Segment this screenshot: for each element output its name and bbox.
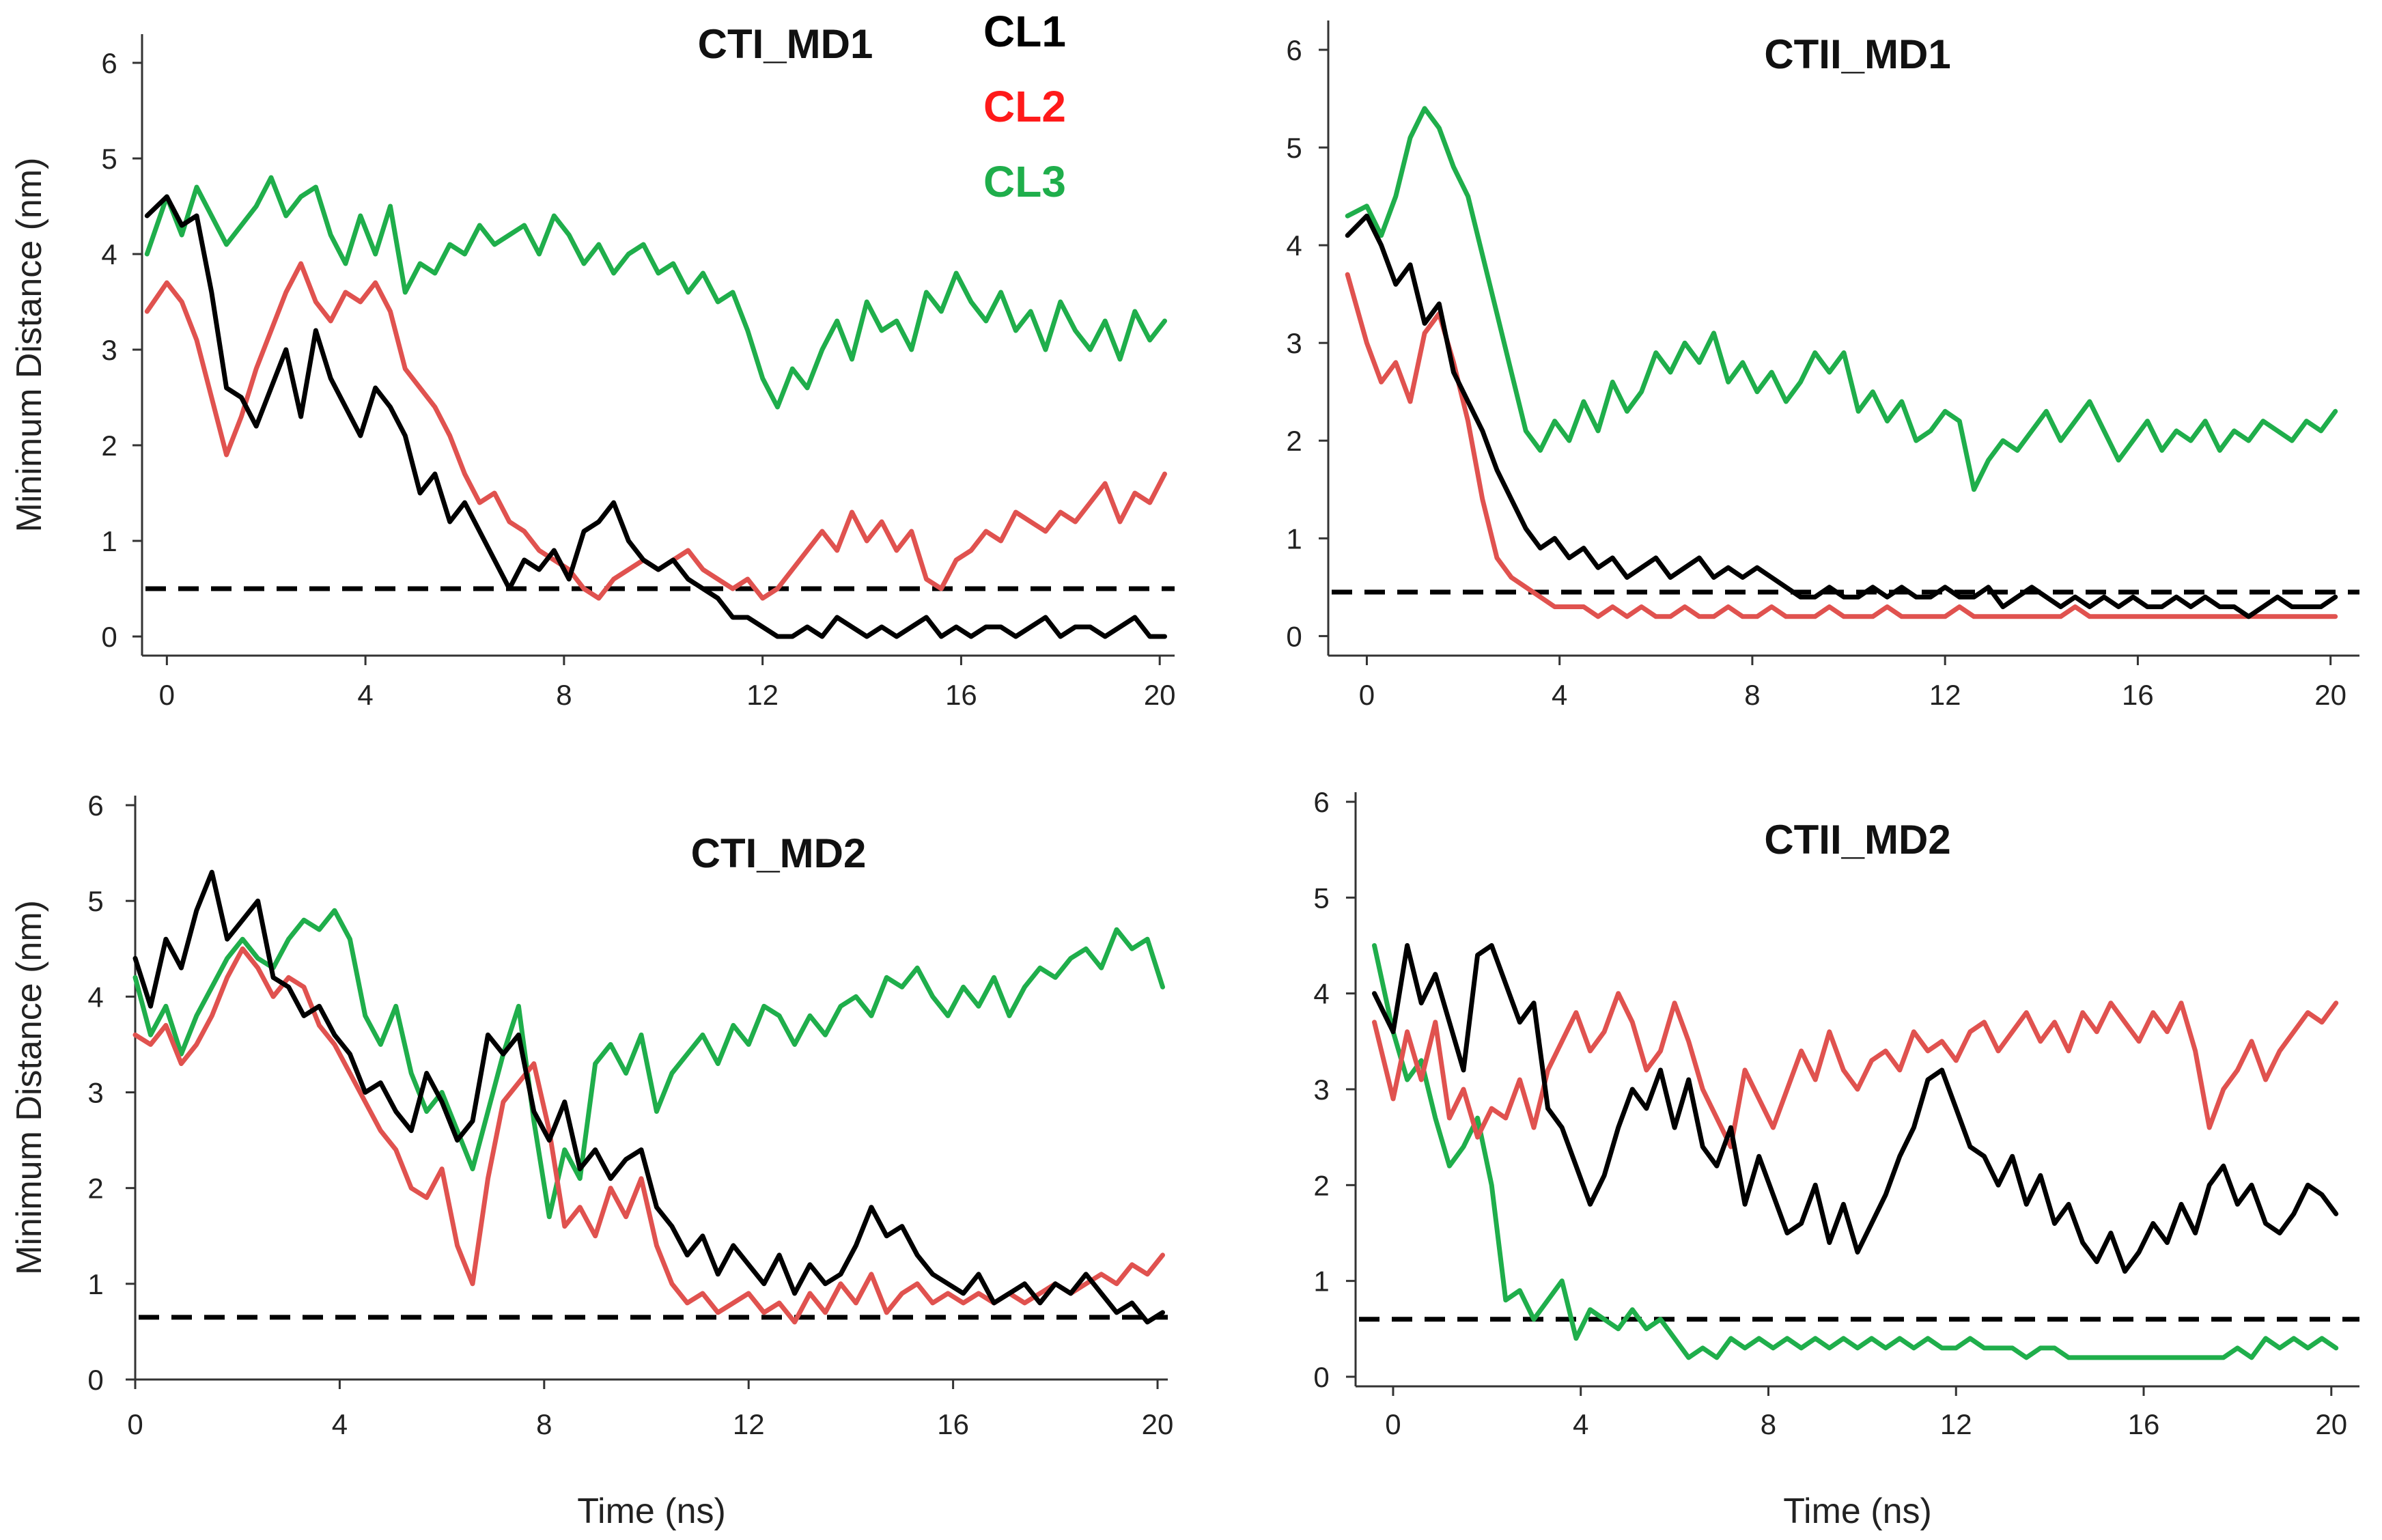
y-tick-label: 3 [101, 334, 117, 366]
x-tick-label: 20 [2314, 679, 2346, 711]
y-axis-label: Minimum Distance (nm) [10, 158, 49, 533]
y-tick-label: 0 [1313, 1361, 1329, 1393]
x-tick-label: 0 [1359, 679, 1375, 711]
x-tick-label: 16 [2128, 1408, 2160, 1440]
x-tick-label: 16 [945, 679, 977, 711]
x-tick-label: 20 [1144, 679, 1176, 711]
series-line-cl3 [144, 175, 1167, 410]
y-tick-label: 6 [87, 789, 103, 822]
y-tick-label: 6 [1286, 34, 1302, 66]
series-line-cl3 [1345, 106, 2338, 492]
y-tick-label: 0 [1286, 620, 1302, 652]
y-tick-label: 4 [87, 981, 103, 1013]
legend-entry-cl2: CL2 [983, 82, 1066, 131]
x-tick-label: 20 [2315, 1408, 2347, 1440]
x-tick-label: 8 [1761, 1408, 1776, 1440]
y-tick-label: 0 [87, 1364, 103, 1396]
y-tick-label: 5 [1313, 882, 1329, 914]
x-tick-label: 12 [733, 1408, 765, 1440]
y-tick-label: 3 [1286, 327, 1302, 359]
panel-title: CTI_MD1 [698, 21, 873, 67]
panel-title: CTII_MD2 [1764, 817, 1950, 863]
x-tick-label: 20 [1142, 1408, 1174, 1440]
legend-entry-cl1: CL1 [983, 7, 1066, 56]
y-tick-label: 2 [87, 1173, 103, 1205]
y-tick-label: 4 [1286, 229, 1302, 262]
x-tick-label: 0 [127, 1408, 143, 1440]
x-tick-label: 0 [1385, 1408, 1401, 1440]
series-line-cl2 [1372, 991, 2339, 1149]
panel-title: CTI_MD2 [691, 830, 867, 876]
x-tick-label: 16 [937, 1408, 969, 1440]
y-tick-label: 4 [1313, 978, 1329, 1010]
x-tick-label: 4 [357, 679, 373, 711]
y-tick-label: 5 [101, 143, 117, 175]
series-line-cl2 [132, 946, 1165, 1325]
y-tick-label: 1 [101, 525, 117, 557]
x-axis-label: Time (ns) [1783, 1492, 1932, 1531]
y-tick-label: 1 [87, 1268, 103, 1300]
x-tick-label: 0 [159, 679, 175, 711]
legend-entry-cl3: CL3 [983, 157, 1066, 206]
y-tick-label: 6 [1313, 786, 1329, 818]
legend: CL1 CL2 CL3 [983, 7, 1066, 206]
x-tick-label: 8 [1744, 679, 1760, 711]
x-tick-label: 8 [536, 1408, 552, 1440]
panel-title: CTII_MD1 [1764, 31, 1950, 77]
series-line-cl2 [1345, 272, 2338, 619]
y-tick-label: 0 [101, 621, 117, 653]
y-tick-label: 1 [1286, 522, 1302, 555]
y-tick-label: 3 [87, 1077, 103, 1109]
series-line-cl3 [132, 908, 1165, 1220]
series-line-cl1 [1372, 943, 2339, 1274]
x-tick-label: 12 [1940, 1408, 1972, 1440]
series-line-cl1 [132, 869, 1165, 1325]
y-tick-label: 6 [101, 47, 117, 79]
series-line-cl1 [144, 194, 1167, 639]
y-tick-label: 4 [101, 238, 117, 270]
x-axis-label: Time (ns) [577, 1492, 726, 1531]
y-tick-label: 2 [101, 430, 117, 462]
x-tick-label: 12 [746, 679, 779, 711]
y-tick-label: 3 [1313, 1074, 1329, 1106]
x-tick-label: 8 [556, 679, 572, 711]
series-line-cl3 [1372, 943, 2339, 1360]
x-tick-label: 4 [332, 1408, 348, 1440]
x-tick-label: 12 [1929, 679, 1961, 711]
x-tick-label: 4 [1573, 1408, 1588, 1440]
series-line-cl2 [144, 261, 1167, 601]
y-axis-label: Minimum Distance (nm) [10, 900, 49, 1275]
x-tick-label: 16 [2122, 679, 2154, 711]
y-tick-label: 1 [1313, 1265, 1329, 1298]
series-line-cl1 [1345, 213, 2338, 619]
y-tick-label: 5 [1286, 132, 1302, 164]
y-tick-label: 2 [1286, 425, 1302, 457]
x-tick-label: 4 [1552, 679, 1567, 711]
y-tick-label: 5 [87, 885, 103, 917]
y-tick-label: 2 [1313, 1169, 1329, 1201]
